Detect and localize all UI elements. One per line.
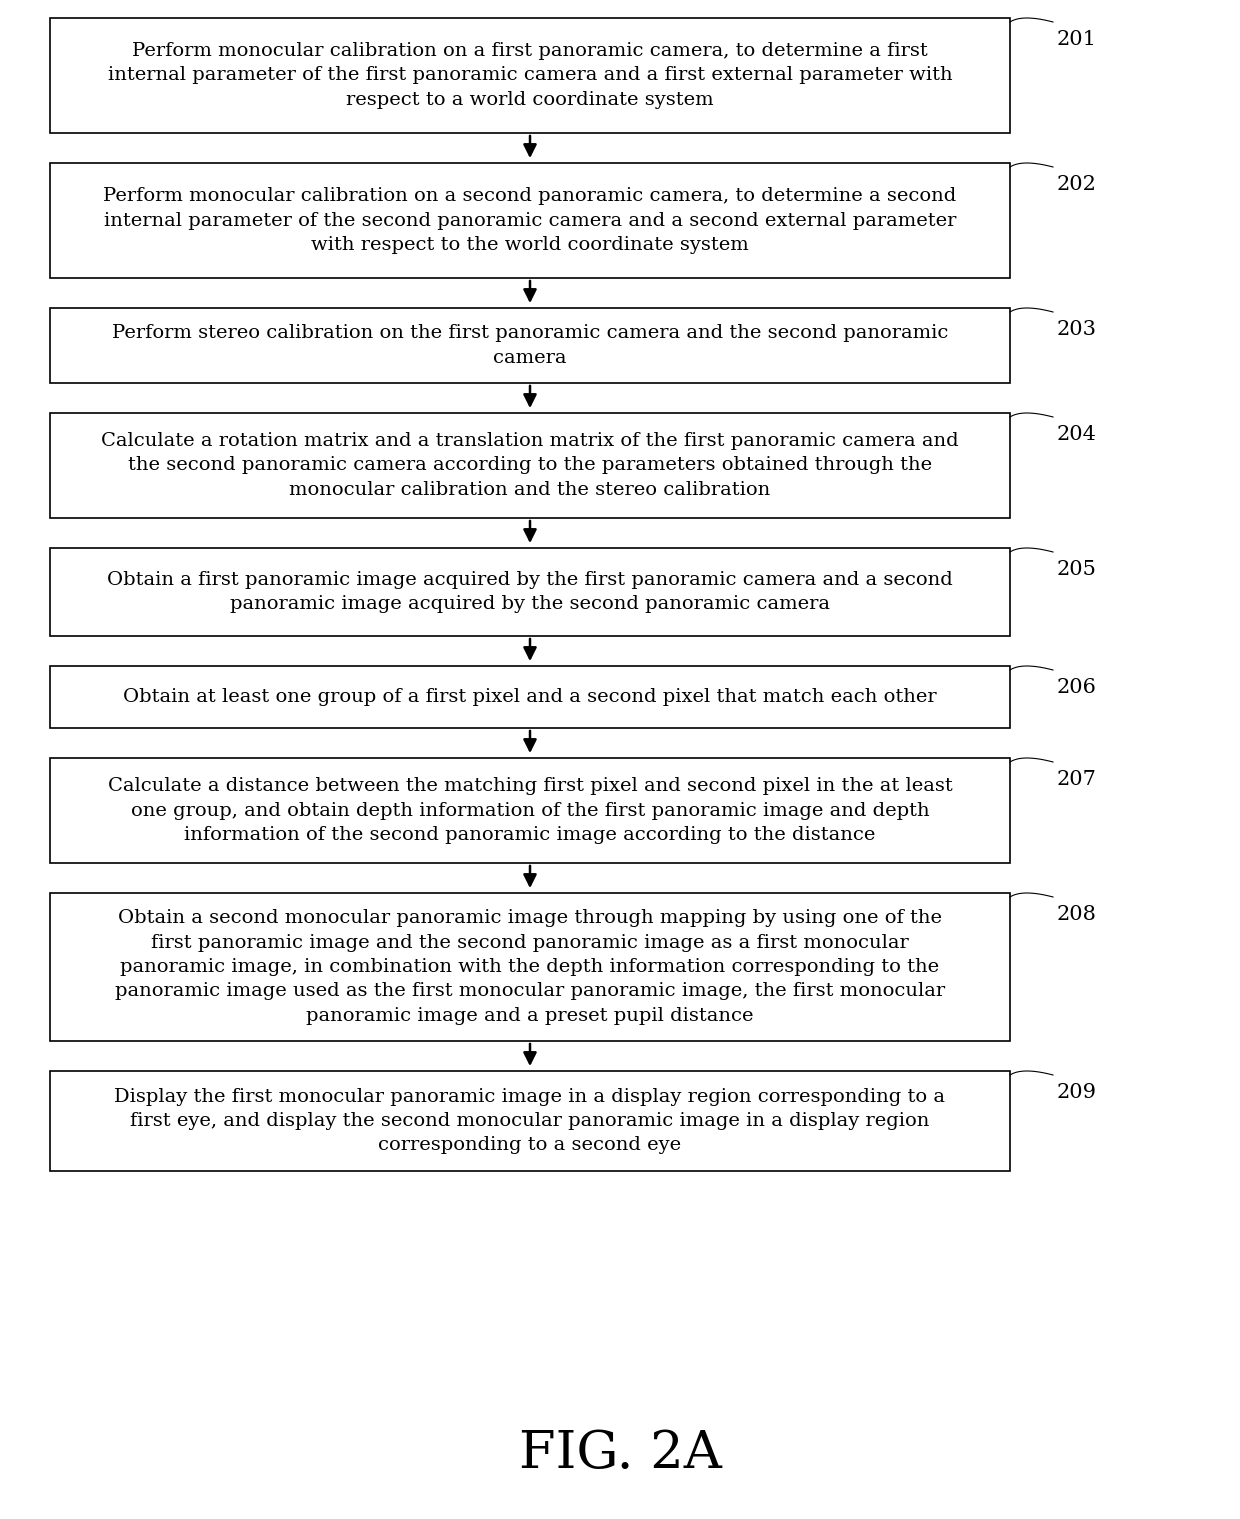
Text: 204: 204	[1056, 425, 1097, 444]
Bar	[50, 18, 1011, 134]
Text: 208: 208	[1056, 905, 1097, 924]
Bar	[50, 413, 1011, 518]
Text: Calculate a rotation matrix and a translation matrix of the first panoramic came: Calculate a rotation matrix and a transl…	[102, 433, 959, 498]
Bar	[50, 308, 1011, 383]
Text: 209: 209	[1056, 1083, 1097, 1101]
Text: 203: 203	[1056, 321, 1097, 339]
Bar	[50, 1071, 1011, 1171]
Text: Obtain at least one group of a first pixel and a second pixel that match each ot: Obtain at least one group of a first pix…	[123, 688, 936, 706]
Bar	[50, 163, 1011, 278]
Text: 206: 206	[1056, 677, 1097, 697]
Text: 205: 205	[1056, 561, 1097, 579]
Bar	[50, 893, 1011, 1041]
Bar	[50, 665, 1011, 728]
Text: Perform monocular calibration on a first panoramic camera, to determine a first
: Perform monocular calibration on a first…	[108, 43, 952, 109]
Text: Display the first monocular panoramic image in a display region corresponding to: Display the first monocular panoramic im…	[114, 1088, 945, 1154]
Bar	[50, 548, 1011, 636]
Bar	[50, 758, 1011, 863]
Text: Perform stereo calibration on the first panoramic camera and the second panorami: Perform stereo calibration on the first …	[112, 325, 949, 366]
Text: Perform monocular calibration on a second panoramic camera, to determine a secon: Perform monocular calibration on a secon…	[103, 187, 956, 254]
Text: Calculate a distance between the matching first pixel and second pixel in the at: Calculate a distance between the matchin…	[108, 778, 952, 843]
Text: 201: 201	[1056, 30, 1097, 49]
Text: Obtain a second monocular panoramic image through mapping by using one of the
fi: Obtain a second monocular panoramic imag…	[115, 910, 945, 1025]
Text: 202: 202	[1056, 175, 1097, 194]
Text: FIG. 2A: FIG. 2A	[518, 1428, 722, 1480]
Text: 207: 207	[1056, 770, 1097, 788]
Text: Obtain a first panoramic image acquired by the first panoramic camera and a seco: Obtain a first panoramic image acquired …	[107, 571, 952, 614]
